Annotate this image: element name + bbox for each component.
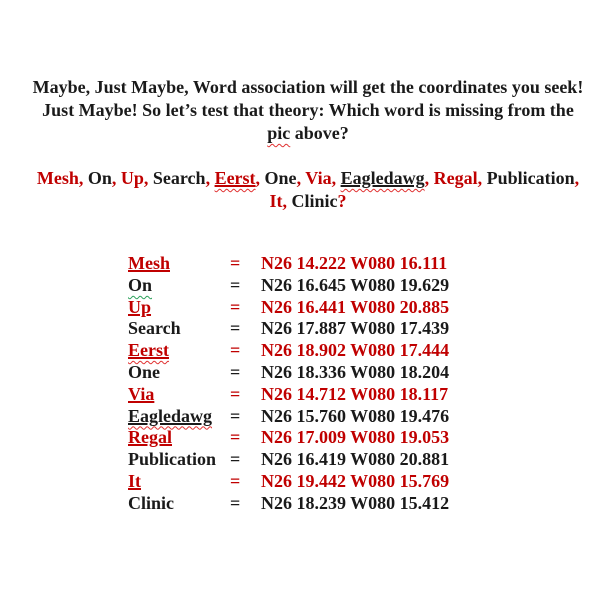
coordinate-value: N26 18.902 W080 17.444	[261, 340, 450, 361]
coordinate-row: Mesh = N26 14.222 W080 16.111	[128, 253, 616, 275]
list-word-clinic: Clinic	[291, 191, 338, 211]
coordinate-value: N26 16.419 W080 20.881	[261, 449, 450, 470]
coord-word-publication: Publication	[128, 449, 217, 470]
coord-word-eagledawg: Eagledawg	[128, 406, 230, 428]
coordinate-row: Eerst = N26 18.902 W080 17.444	[128, 340, 616, 362]
equals-sign: =	[230, 449, 241, 470]
coordinate-value: N26 19.442 W080 15.769	[261, 470, 450, 491]
coordinate-row: Via = N26 14.712 W080 18.117	[128, 384, 616, 406]
list-word-publication: Publication	[486, 168, 575, 188]
separator: ,	[282, 191, 292, 211]
equals-sign: =	[230, 318, 241, 339]
coordinate-value: N26 17.009 W080 19.053	[261, 427, 450, 448]
coordinate-value: N26 15.760 W080 19.476	[261, 405, 450, 426]
list-word-regal: Regal	[433, 168, 478, 188]
equals-sign: =	[230, 427, 241, 448]
coord-word-up: Up	[128, 296, 152, 317]
coord-word-clinic: Clinic	[128, 492, 175, 513]
puzzle-heading: Maybe, Just Maybe, Word association will…	[0, 76, 616, 145]
separator: ,	[477, 168, 487, 188]
heading-line1: Maybe, Just Maybe, Word association will…	[32, 77, 584, 97]
squiggle-red-underline: Eerst	[214, 168, 256, 188]
equals-sign: =	[230, 253, 241, 273]
squiggle-red-underline: Eerst	[128, 340, 169, 361]
coordinate-row: Publication = N26 16.419 W080 20.881	[128, 449, 616, 471]
coordinate-value: N26 16.441 W080 20.885	[261, 296, 450, 317]
coord-word-regal: Regal	[128, 427, 172, 448]
coord-word-mesh: Mesh	[128, 253, 170, 273]
puzzle-page: { "colors": { "accent_red": "#c00000", "…	[0, 76, 616, 591]
equals-sign: =	[230, 340, 241, 361]
word-list-line1: Mesh, On, Up, Search, Eerst, One, Via, E…	[0, 167, 616, 190]
separator: ,	[296, 168, 306, 188]
equals-sign: =	[230, 383, 241, 404]
list-word-it: It	[269, 191, 283, 211]
equals-sign: =	[230, 492, 241, 513]
squiggle-green-underline: On	[128, 274, 153, 295]
word-list: Mesh, On, Up, Search, Eerst, One, Via, E…	[0, 167, 616, 213]
coord-word-it: It	[128, 470, 141, 491]
equals-sign: =	[230, 405, 241, 426]
coordinate-row: Regal = N26 17.009 W080 19.053	[128, 427, 616, 449]
coordinate-row: Search = N26 17.887 W080 17.439	[128, 318, 616, 340]
equals-sign: =	[230, 296, 241, 317]
separator: ,	[255, 168, 265, 188]
coord-word-one: One	[128, 361, 161, 382]
coordinate-table: Mesh = N26 14.222 W080 16.111 On = N26 16.645…	[128, 253, 616, 515]
coordinate-row: On = N26 16.645 W080 19.629	[128, 275, 616, 297]
heading-line3: pic above?	[0, 122, 616, 145]
equals-sign: =	[230, 470, 241, 491]
separator: ,	[205, 168, 215, 188]
misspelled-word-pic: pic	[267, 123, 291, 143]
squiggle-red-underline: Eagledawg	[128, 405, 213, 426]
heading-line3-rest: above?	[290, 123, 349, 143]
separator: ?	[337, 191, 347, 211]
list-word-one: One	[264, 168, 297, 188]
coordinate-value: N26 16.645 W080 19.629	[261, 274, 450, 295]
list-word-eagledawg: Eagledawg	[341, 168, 425, 188]
coordinate-value: N26 18.336 W080 18.204	[261, 361, 450, 382]
equals-sign: =	[230, 361, 241, 382]
coordinate-row: Clinic = N26 18.239 W080 15.412	[128, 493, 616, 515]
separator: ,	[424, 168, 434, 188]
word-list-line2: It, Clinic?	[0, 190, 616, 213]
list-word-up: Up	[120, 168, 144, 188]
separator: ,	[78, 168, 88, 188]
heading-line2: Just Maybe! So let’s test that theory: W…	[42, 100, 574, 120]
coord-word-on: On	[128, 275, 230, 297]
coord-word-search: Search	[128, 318, 181, 339]
separator: ,	[111, 168, 121, 188]
list-word-via: Via	[305, 168, 332, 188]
coordinate-value: N26 14.712 W080 18.117	[261, 383, 449, 404]
coordinate-row: Eagledawg = N26 15.760 W080 19.476	[128, 406, 616, 428]
separator: ,	[331, 168, 341, 188]
list-word-eerst: Eerst	[215, 168, 256, 188]
separator: ,	[143, 168, 153, 188]
equals-sign: =	[230, 274, 241, 295]
list-word-mesh: Mesh	[36, 168, 79, 188]
separator: ,	[574, 168, 580, 188]
coordinate-value: N26 18.239 W080 15.412	[261, 492, 450, 513]
coord-word-via: Via	[128, 383, 155, 404]
list-word-search: Search	[152, 168, 206, 188]
coordinate-row: One = N26 18.336 W080 18.204	[128, 362, 616, 384]
list-word-on: On	[87, 168, 112, 188]
squiggle-red-underline: Eagledawg	[340, 168, 425, 188]
coordinate-value: N26 17.887 W080 17.439	[261, 318, 450, 339]
coordinate-row: Up = N26 16.441 W080 20.885	[128, 297, 616, 319]
coordinate-value: N26 14.222 W080 16.111	[261, 253, 448, 273]
coordinate-row: It = N26 19.442 W080 15.769	[128, 471, 616, 493]
coord-word-eerst: Eerst	[128, 340, 230, 362]
